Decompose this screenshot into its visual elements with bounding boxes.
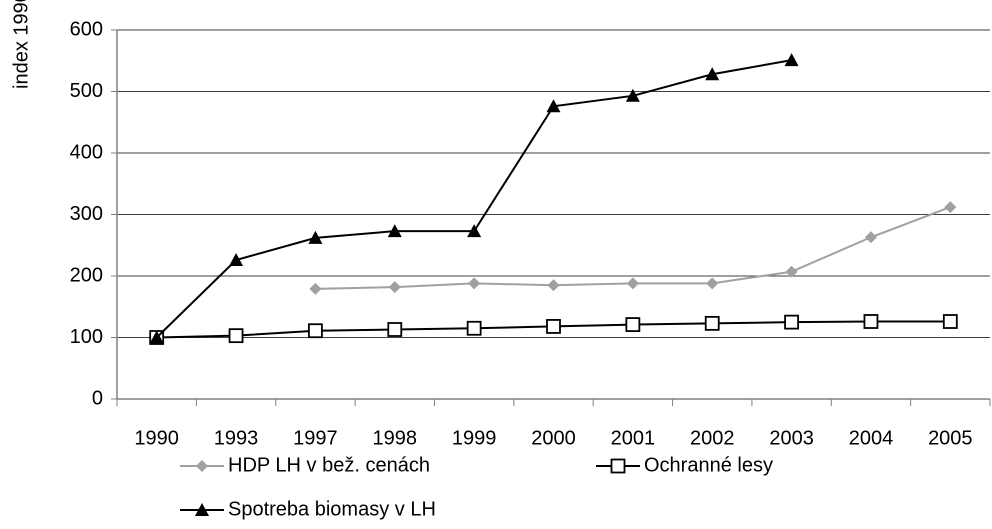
marker bbox=[625, 88, 640, 102]
marker bbox=[195, 503, 209, 516]
y-tick-label: 100 bbox=[70, 326, 103, 348]
marker bbox=[308, 230, 323, 244]
y-tick-label: 600 bbox=[70, 18, 103, 40]
y-tick-label: 400 bbox=[70, 141, 103, 163]
y-tick-label: 300 bbox=[70, 203, 103, 225]
marker bbox=[467, 224, 482, 238]
x-tick-label: 1998 bbox=[373, 427, 418, 449]
marker bbox=[785, 265, 798, 278]
marker bbox=[149, 330, 164, 344]
x-tick-label: 2001 bbox=[611, 427, 656, 449]
marker bbox=[864, 231, 877, 244]
marker bbox=[546, 99, 561, 113]
x-tick-label: 1990 bbox=[134, 427, 179, 449]
legend-label: Ochranné lesy bbox=[644, 454, 773, 476]
series-line bbox=[155, 59, 792, 339]
x-tick-label: 1993 bbox=[214, 427, 259, 449]
y-tick-label: 500 bbox=[70, 80, 103, 102]
marker bbox=[547, 279, 560, 292]
marker bbox=[388, 281, 401, 294]
marker bbox=[784, 53, 799, 67]
marker bbox=[626, 277, 639, 290]
marker bbox=[229, 253, 244, 267]
x-tick-label: 2004 bbox=[849, 427, 894, 449]
marker bbox=[705, 67, 720, 81]
marker bbox=[228, 328, 244, 344]
y-tick-label: 0 bbox=[92, 387, 103, 409]
legend-label: Spotreba biomasy v LH bbox=[228, 498, 436, 520]
marker bbox=[546, 319, 561, 334]
marker bbox=[466, 320, 482, 336]
marker bbox=[610, 458, 626, 474]
series-line bbox=[315, 206, 951, 290]
x-tick-label: 2000 bbox=[531, 427, 576, 449]
marker bbox=[944, 201, 957, 214]
marker bbox=[625, 317, 641, 332]
y-tick-label: 200 bbox=[70, 264, 103, 286]
marker bbox=[863, 314, 879, 329]
x-tick-label: 2002 bbox=[690, 427, 735, 449]
marker bbox=[196, 460, 208, 472]
x-tick-label: 2003 bbox=[769, 427, 814, 449]
marker bbox=[309, 282, 322, 295]
y-axis-label: index 1990 bbox=[10, 0, 32, 89]
x-tick-label: 1999 bbox=[452, 427, 497, 449]
marker bbox=[387, 224, 402, 238]
legend-label: HDP LH v bež. cenách bbox=[228, 454, 430, 476]
x-tick-label: 1997 bbox=[293, 427, 338, 449]
marker bbox=[706, 277, 719, 290]
marker bbox=[308, 323, 323, 339]
marker bbox=[942, 314, 958, 329]
marker bbox=[468, 277, 481, 290]
marker bbox=[784, 314, 799, 330]
marker bbox=[704, 315, 720, 331]
marker bbox=[387, 322, 403, 337]
x-tick-label: 2005 bbox=[928, 427, 973, 449]
